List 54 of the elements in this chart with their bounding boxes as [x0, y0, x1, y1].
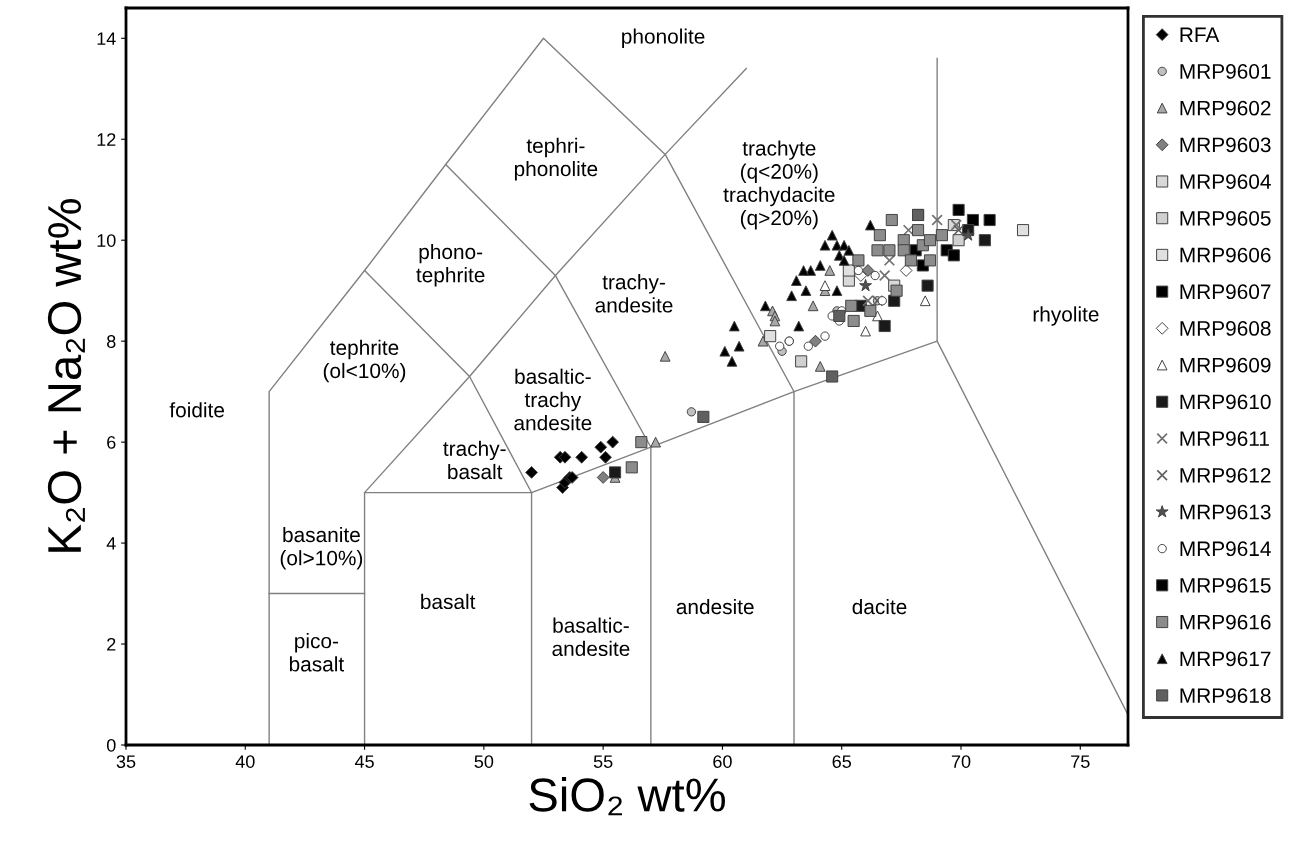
x-tick-label: 50 [474, 755, 494, 768]
annotation: rhyolite [1033, 306, 1099, 326]
x-tick-label: 55 [593, 755, 613, 768]
annotation: basalt [421, 593, 476, 610]
y-tick-label: 8 [107, 335, 116, 348]
legend-label: RFA [1180, 27, 1220, 42]
x-tick-label: 35 [116, 755, 136, 768]
annotation: dacite [852, 598, 907, 615]
legend-label: MRP9615 [1180, 578, 1271, 593]
y-tick-label: 10 [97, 234, 116, 247]
legend-label: MRP9607 [1180, 284, 1271, 300]
legend-label: MRP9604 [1180, 174, 1271, 189]
annotation: phonolite [622, 28, 705, 48]
legend-label: MRP9612 [1180, 467, 1271, 483]
y-tick-label: 12 [97, 133, 116, 146]
legend-label: MRP9610 [1180, 394, 1271, 410]
legend-label: MRP9603 [1180, 137, 1271, 153]
annotation: basanite (ol>10%) [280, 526, 363, 570]
x-tick-label: 60 [713, 755, 732, 768]
legend-label: MRP9611 [1180, 431, 1269, 446]
annotation: basaltic- andesite [552, 617, 630, 657]
legend-label: MRP9601 [1180, 64, 1271, 79]
y-tick-label: 4 [106, 537, 116, 550]
x-tick-label: 45 [354, 755, 374, 768]
annotation: basaltic- trachy andesite [514, 368, 592, 431]
annotation: tephri- phonolite [514, 137, 598, 181]
legend-label: MRP9617 [1180, 651, 1271, 667]
annotation: pico- basalt [289, 633, 345, 672]
annotation: trachy- basalt [443, 440, 506, 480]
legend-label: MRP9605 [1180, 210, 1271, 226]
annotation: andesite [676, 598, 754, 615]
x-tick-label: 40 [235, 755, 255, 768]
legend-label: MRP9606 [1180, 247, 1271, 263]
x-tick-label: 70 [951, 755, 971, 768]
y-tick-label: 6 [107, 436, 116, 449]
legend-label: MRP9613 [1180, 504, 1271, 520]
legend-label: MRP9602 [1180, 100, 1271, 116]
annotation: trachy- andesite [595, 274, 673, 313]
y-tick-label: 14 [97, 32, 116, 45]
y-tick-label: 0 [106, 738, 116, 752]
legend-label: MRP9614 [1180, 541, 1271, 557]
y-axis-title: K₂O + Na₂O wt% [47, 199, 85, 552]
legend-label: MRP9608 [1180, 321, 1271, 336]
y-tick-label: 2 [107, 637, 116, 651]
x-axis-title: SiO₂ wt% [529, 777, 726, 816]
annotation: tephrite (ol<10%) [323, 339, 406, 383]
annotation: phono- tephrite [416, 243, 485, 287]
legend-label: MRP9618 [1180, 688, 1271, 703]
x-tick-label: 75 [1071, 755, 1090, 768]
x-tick-label: 65 [832, 755, 851, 768]
legend-label: MRP9616 [1180, 614, 1271, 630]
annotation: foidite [169, 402, 225, 418]
legend-label: MRP9609 [1180, 357, 1271, 373]
annotation: trachyte (q<20%) trachydacite (q>20%) [723, 140, 835, 230]
